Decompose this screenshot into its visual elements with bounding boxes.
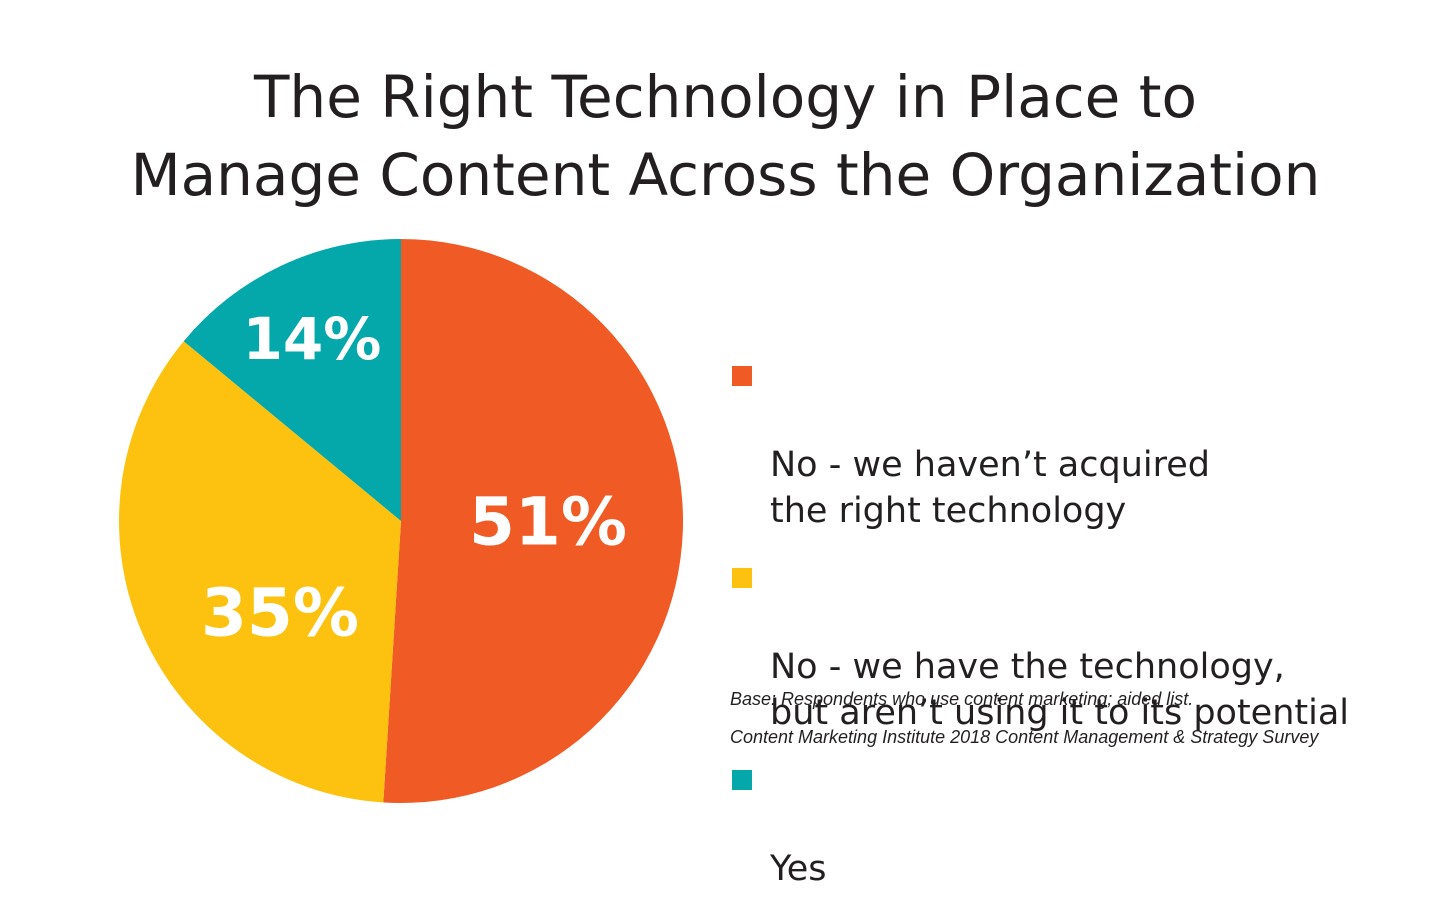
slice-data-label-1: 51% xyxy=(469,484,627,561)
legend-item-not-acquired: No - we haven’t acquired the right techn… xyxy=(732,350,1432,534)
legend-label: Yes xyxy=(770,849,827,889)
chart-title-line-2: Manage Content Across the Organization xyxy=(130,141,1321,209)
source-note: Content Marketing Institute 2018 Content… xyxy=(730,727,1319,747)
legend-item-yes: Yes xyxy=(732,754,1432,892)
legend-label: No - we have the technology, but aren’t … xyxy=(770,647,1350,733)
legend-item-not-using: No - we have the technology, but aren’t … xyxy=(732,552,1432,736)
pie-slice-1 xyxy=(383,239,684,804)
chart-title-line-1: The Right Technology in Place to xyxy=(254,63,1197,131)
base-note: Base: Respondents who use content market… xyxy=(730,689,1194,709)
pie-slice-3 xyxy=(183,239,401,521)
chart-legend: No - we haven’t acquired the right techn… xyxy=(732,350,1432,910)
pie-slice-2 xyxy=(119,341,402,803)
legend-swatch-orange xyxy=(732,366,752,386)
legend-label: No - we haven’t acquired the right techn… xyxy=(770,445,1210,531)
chart-notes: Base: Respondents who use content market… xyxy=(730,684,1318,760)
chart-title: The Right Technology in Place to Manage … xyxy=(0,58,1451,214)
slice-data-label-2: 35% xyxy=(201,575,359,652)
slice-data-label-3: 14% xyxy=(243,305,382,373)
legend-swatch-yellow xyxy=(732,568,752,588)
legend-swatch-teal xyxy=(732,770,752,790)
pie-chart: 51% 35% 14% xyxy=(119,239,684,804)
